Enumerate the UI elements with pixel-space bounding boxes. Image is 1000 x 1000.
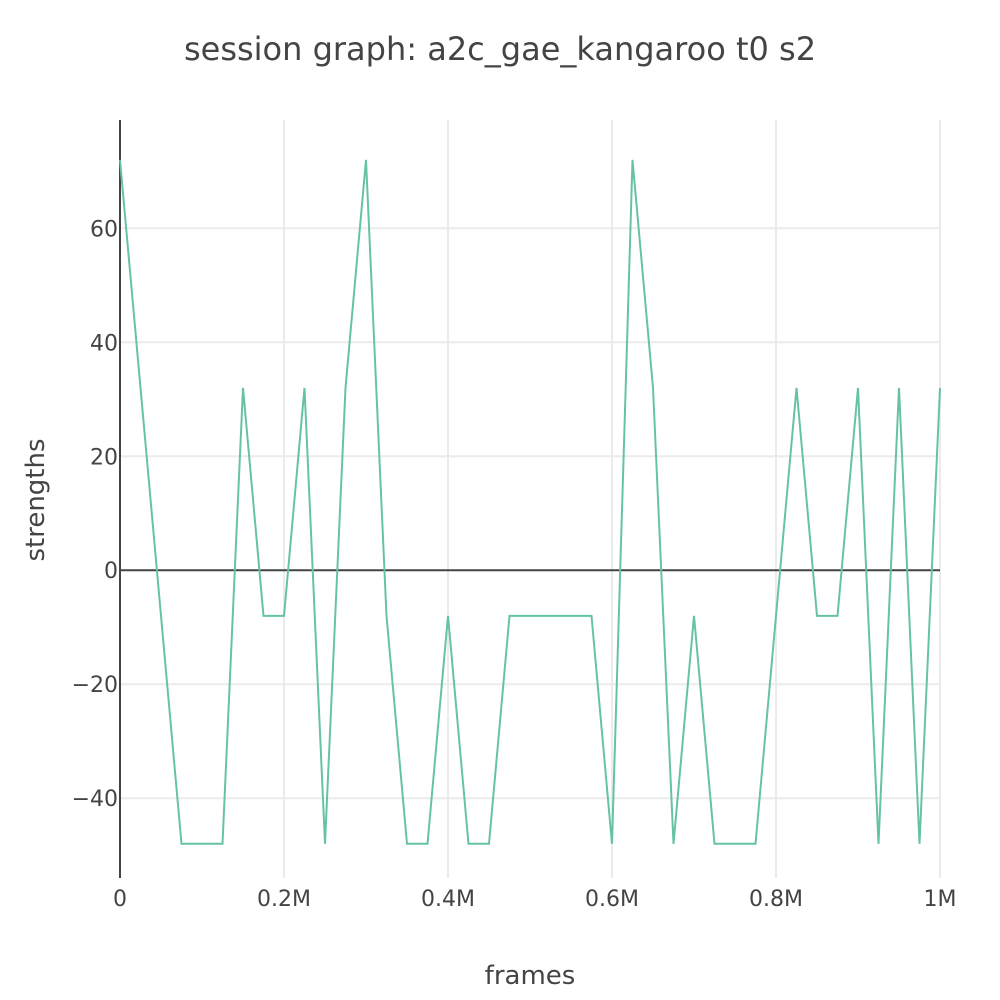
x-tick-label: 0.4M — [421, 887, 475, 912]
x-axis-label: frames — [485, 961, 576, 991]
series-layer — [119, 159, 941, 845]
y-tick-label: 40 — [90, 331, 118, 356]
x-tick-label: 0.2M — [257, 887, 311, 912]
y-tick-label: 0 — [104, 559, 118, 584]
y-tick-label: 20 — [90, 445, 118, 470]
y-axis-label: strengths — [21, 438, 51, 561]
series-line — [119, 159, 941, 845]
axes — [119, 120, 940, 878]
grid-lines — [120, 120, 941, 878]
chart-title: session graph: a2c_gae_kangaroo t0 s2 — [184, 30, 816, 68]
y-tick-label: −40 — [72, 787, 118, 812]
x-tick-label: 1M — [924, 887, 957, 912]
x-tick-label: 0.6M — [585, 887, 639, 912]
x-tick-label: 0 — [113, 887, 127, 912]
tick-labels: 0 0.2M 0.4M 0.6M 0.8M 1M −40 −20 0 20 40 60 — [72, 217, 957, 912]
x-tick-label: 0.8M — [749, 887, 803, 912]
y-tick-label: −20 — [72, 673, 118, 698]
y-tick-label: 60 — [90, 217, 118, 242]
